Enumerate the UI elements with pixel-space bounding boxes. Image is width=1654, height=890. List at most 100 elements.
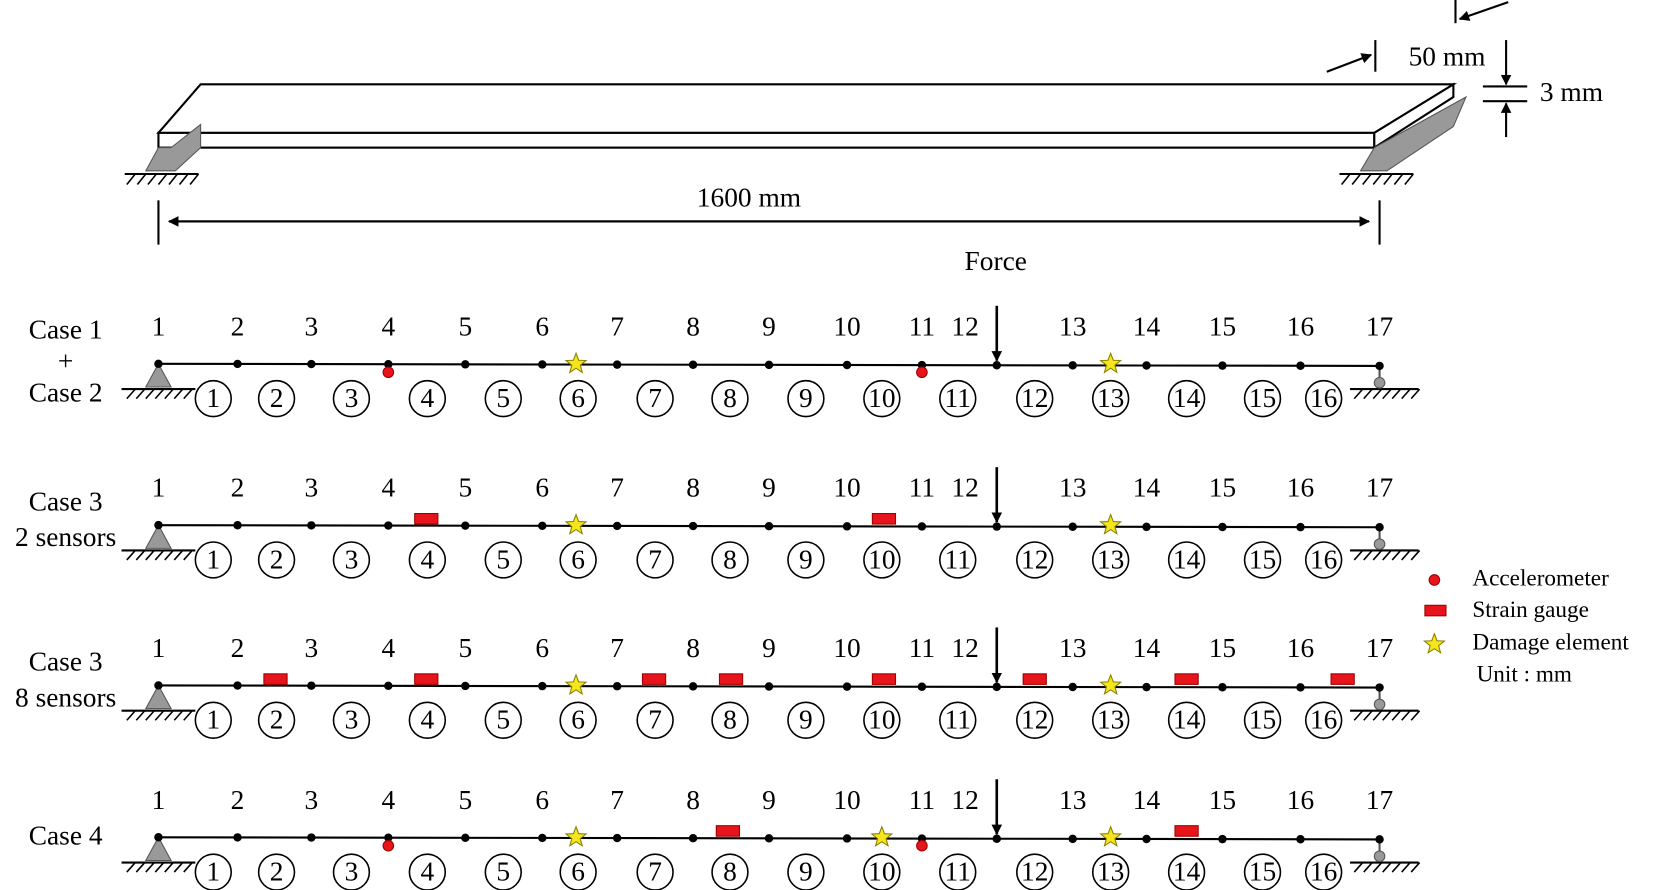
roller (1373, 376, 1386, 389)
element-label: 10 (868, 705, 895, 735)
element-circle (484, 379, 522, 418)
element-circle (194, 853, 232, 890)
case-label: Case 1 (29, 314, 103, 344)
node (612, 360, 622, 369)
node-label: 8 (686, 785, 700, 815)
strain-gauge (1174, 825, 1199, 837)
node (154, 833, 163, 842)
element-label: 11 (945, 705, 971, 735)
node-label: 2 (231, 785, 245, 815)
node (764, 521, 774, 531)
element-circle (1167, 701, 1206, 739)
accelerometer (382, 839, 395, 852)
element-label: 9 (799, 705, 813, 735)
node (538, 833, 547, 843)
element-label: 9 (799, 856, 813, 886)
damage-element (564, 825, 588, 848)
node-label: 17 (1366, 785, 1393, 815)
damage-element (564, 673, 588, 696)
node (764, 682, 774, 691)
element-circle (194, 541, 232, 579)
node-label: 15 (1209, 633, 1236, 663)
strain-gauge (718, 673, 744, 685)
node-label: 2 (231, 311, 245, 341)
pin-support (144, 524, 172, 549)
element-circle (787, 701, 825, 739)
node (384, 681, 393, 691)
element-label: 16 (1310, 856, 1337, 886)
node-label: 14 (1133, 785, 1161, 815)
node (917, 682, 927, 691)
element-circle (1304, 379, 1343, 418)
node (992, 682, 1001, 692)
pin-support (144, 836, 172, 862)
strain-gauge (263, 673, 288, 685)
node (1068, 834, 1077, 844)
element-label: 1 (206, 383, 220, 413)
node-label: 1 (152, 311, 166, 341)
node-label: 3 (304, 633, 318, 663)
node (154, 681, 163, 690)
node (307, 833, 316, 842)
node-label: 10 (833, 785, 860, 815)
damage-element (1099, 825, 1123, 848)
element-label: 7 (648, 383, 662, 413)
element-circle (484, 701, 522, 739)
node (688, 521, 698, 531)
width-label: 50 mm (1409, 41, 1486, 71)
node (1375, 835, 1384, 844)
node-label: 9 (762, 633, 776, 663)
node (307, 359, 316, 369)
node-label: 11 (909, 473, 935, 503)
element-label: 7 (648, 544, 662, 574)
legend-label: Damage element (1472, 630, 1629, 656)
case-label: + (58, 346, 73, 376)
damage-element (1099, 351, 1123, 374)
node (1375, 523, 1384, 532)
node-label: 9 (762, 311, 776, 341)
element-circle (711, 701, 749, 739)
element-label: 14 (1173, 383, 1201, 413)
element-circle (1091, 541, 1130, 579)
element-circle (408, 541, 447, 579)
element-label: 10 (868, 856, 895, 886)
element-circle (1243, 853, 1282, 890)
legend-accelerometer-icon (1428, 574, 1441, 586)
strain-gauge (871, 513, 897, 525)
element-label: 4 (420, 544, 434, 574)
node-label: 14 (1133, 633, 1161, 663)
node (842, 360, 852, 370)
element-circle (711, 379, 749, 418)
node-label: 4 (381, 473, 395, 503)
case-label: Case 2 (29, 378, 103, 408)
damage-element (870, 825, 894, 848)
element-label: 7 (648, 705, 662, 735)
element-circle (939, 701, 977, 739)
node (612, 521, 622, 531)
node (461, 681, 470, 691)
element-circle (559, 701, 597, 739)
node (1218, 683, 1227, 692)
node-label: 16 (1287, 785, 1314, 815)
element-circle (863, 379, 901, 418)
element-circle (559, 379, 597, 418)
element-circle (484, 853, 522, 890)
element-label: 11 (945, 383, 971, 413)
accelerometer (916, 839, 928, 852)
element-label: 10 (868, 544, 895, 574)
element-label: 8 (723, 705, 737, 735)
legend: Accelerometer Strain gauge Damage elemen… (1424, 565, 1629, 687)
element-circle (1167, 853, 1206, 890)
element-label: 8 (723, 856, 737, 886)
node-label: 1 (152, 633, 166, 663)
element-label: 5 (496, 856, 510, 886)
node (154, 359, 163, 369)
element-label: 8 (723, 544, 737, 574)
element-label: 9 (799, 383, 813, 413)
node-label: 6 (535, 473, 549, 503)
node (1296, 683, 1305, 692)
node-label: 13 (1059, 633, 1086, 663)
node (688, 360, 698, 369)
element-circle (636, 379, 674, 418)
node (233, 681, 242, 690)
